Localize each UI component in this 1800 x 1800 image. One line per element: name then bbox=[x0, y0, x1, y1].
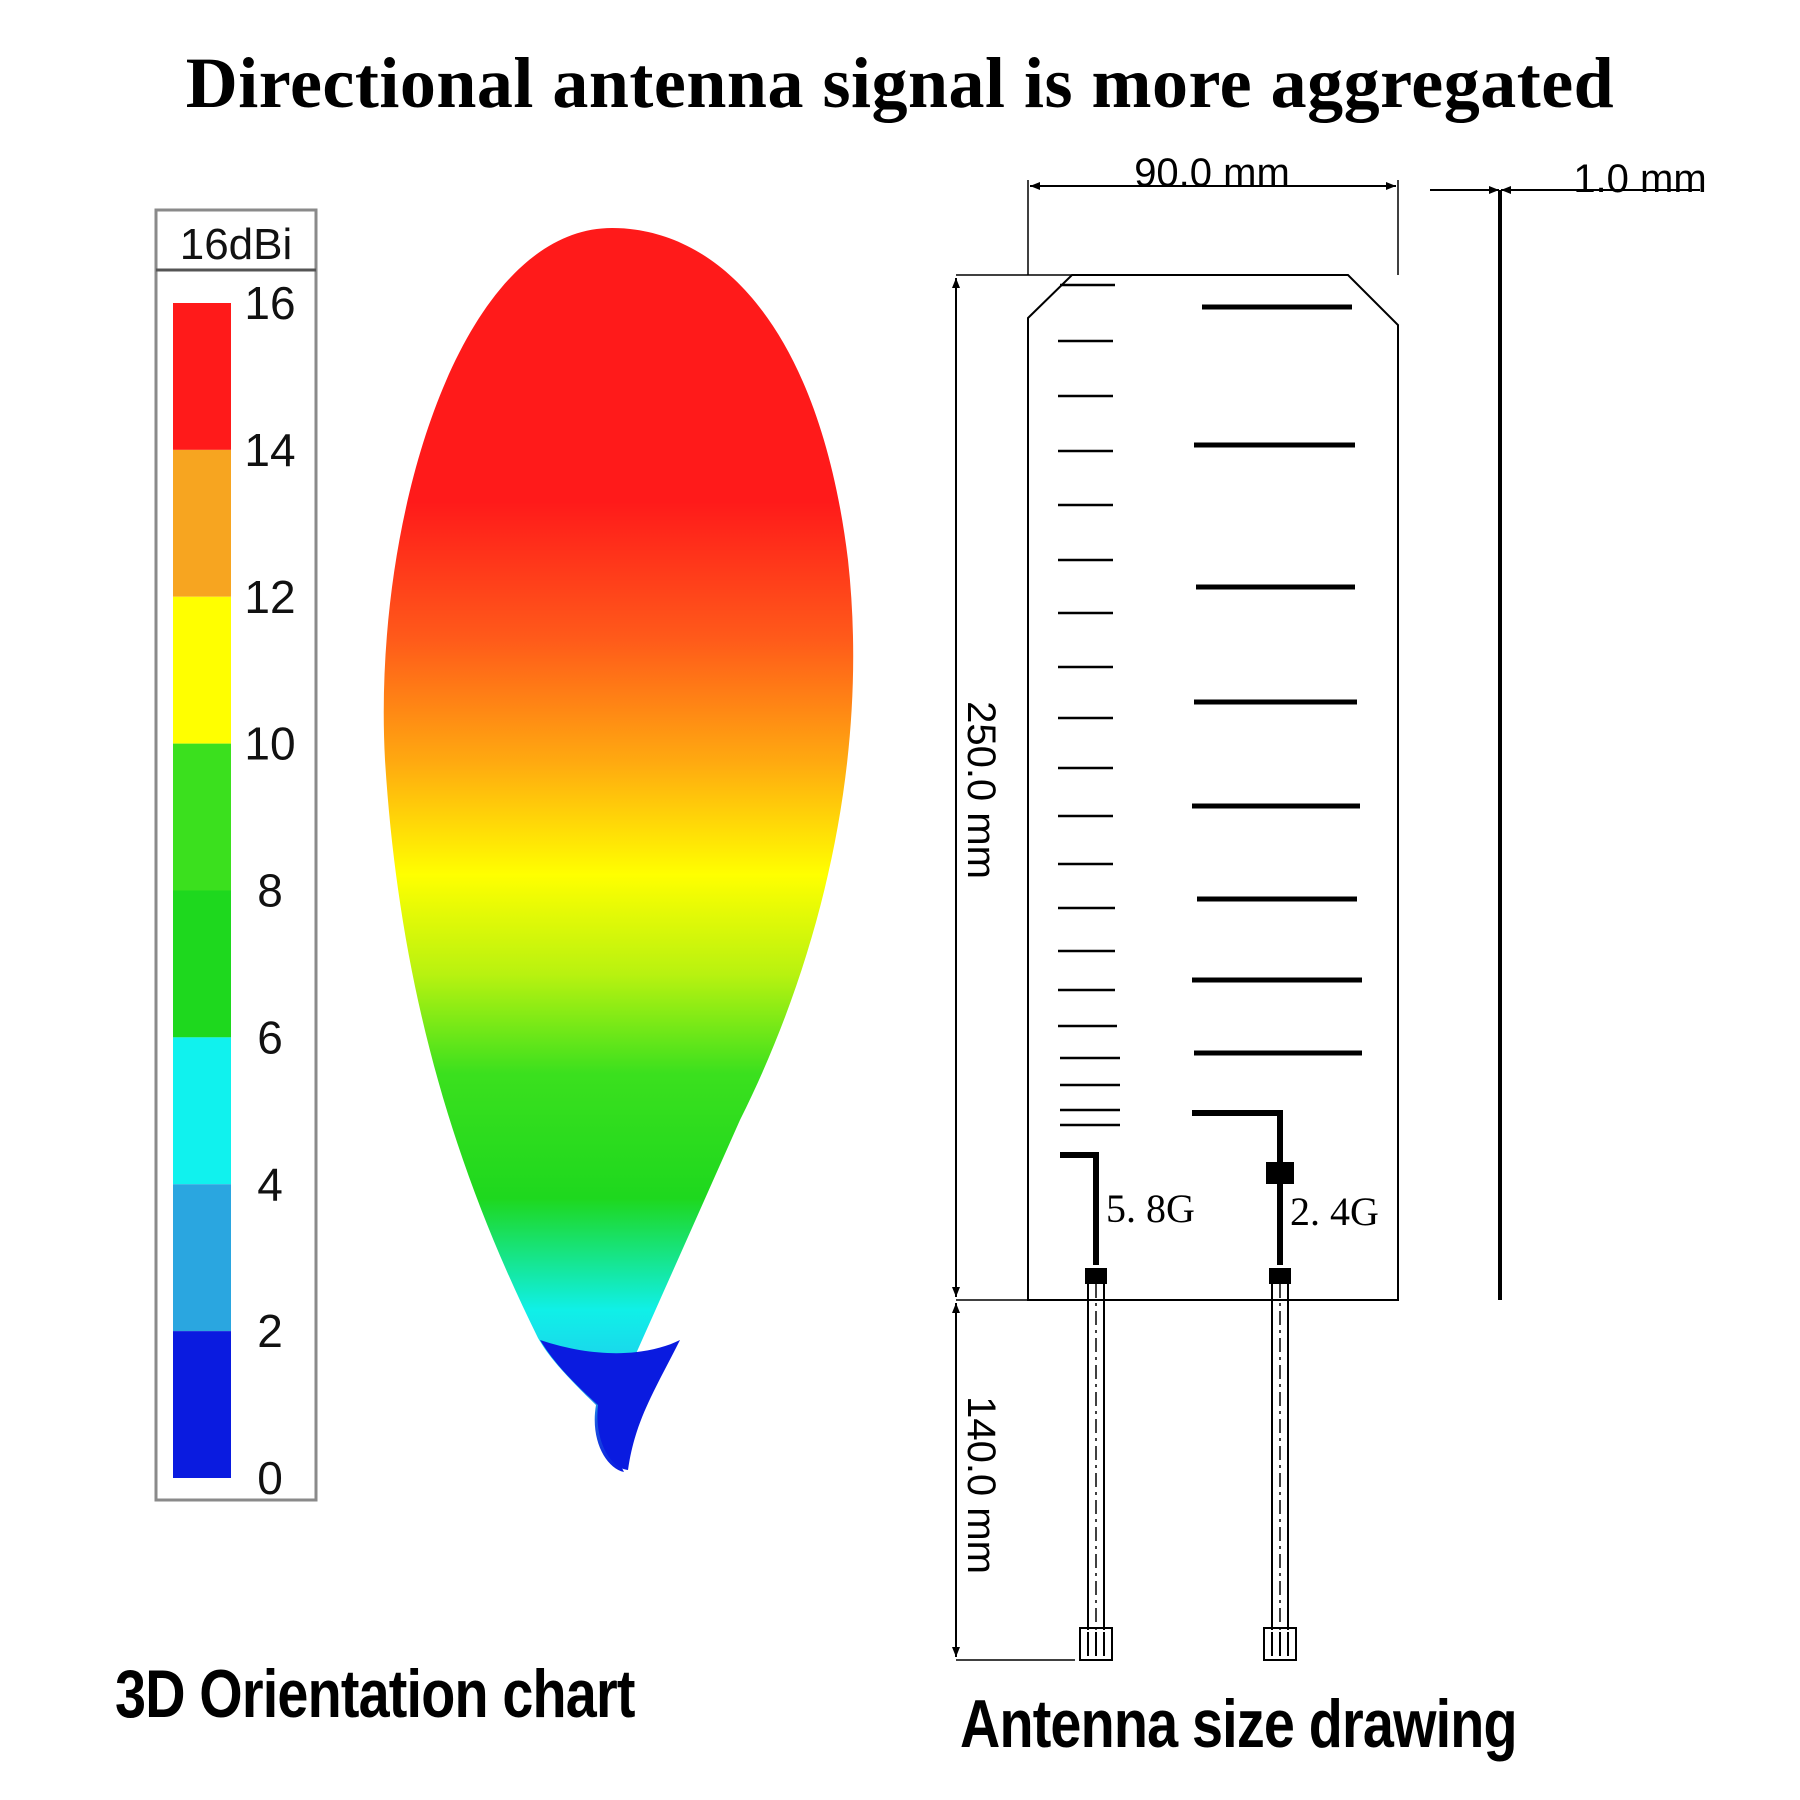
legend-band bbox=[173, 1037, 231, 1185]
antenna-drawing bbox=[952, 180, 1700, 1661]
feed-24g bbox=[1192, 1110, 1283, 1265]
joint-24g bbox=[1269, 1268, 1291, 1284]
legend-band bbox=[173, 1331, 231, 1478]
legend-tick-label: 2 bbox=[257, 1305, 283, 1357]
legend-band bbox=[173, 596, 231, 744]
radiation-lobe-tail bbox=[540, 1340, 680, 1470]
joint-58g bbox=[1085, 1268, 1107, 1284]
legend-band bbox=[173, 890, 231, 1038]
legend-tick-label: 14 bbox=[244, 424, 295, 476]
caption-size-drawing: Antenna size drawing bbox=[960, 1686, 1518, 1762]
cable-24g bbox=[1271, 1284, 1289, 1630]
legend-tick-label: 12 bbox=[244, 571, 295, 623]
feed-24g-block bbox=[1266, 1162, 1294, 1184]
legend-tick-label: 8 bbox=[257, 865, 283, 917]
legend: 16dBi 16 14 12 10 8 6 4 2 0 bbox=[154, 208, 318, 1504]
cable-58g bbox=[1087, 1284, 1105, 1630]
antenna-board bbox=[1027, 274, 1399, 1301]
height-label: 250.0 mm bbox=[959, 701, 1003, 879]
elements-24g bbox=[1192, 304, 1362, 1056]
legend-tick-label: 16 bbox=[244, 277, 295, 329]
legend-band bbox=[173, 303, 231, 450]
elements-58g bbox=[1058, 283, 1120, 1127]
width-label: 90.0 mm bbox=[1134, 151, 1290, 195]
legend-bands bbox=[173, 303, 231, 1478]
port-58g-label: 5. 8G bbox=[1106, 1186, 1195, 1231]
caption-orientation-chart: 3D Orientation chart bbox=[115, 1656, 635, 1732]
radiation-pattern bbox=[383, 228, 854, 1472]
legend-tick-label: 10 bbox=[244, 718, 295, 770]
legend-tick-label: 4 bbox=[257, 1158, 283, 1210]
feed-58g bbox=[1060, 1152, 1099, 1265]
legend-ticks: 16 14 12 10 8 6 4 2 0 bbox=[244, 277, 295, 1504]
sma-connector-58g bbox=[1079, 1627, 1113, 1661]
legend-tick-label: 0 bbox=[257, 1452, 283, 1504]
legend-band bbox=[173, 743, 231, 891]
cable-label: 140.0 mm bbox=[959, 1396, 1003, 1574]
legend-tick-label: 6 bbox=[257, 1011, 283, 1063]
port-24g-label: 2. 4G bbox=[1290, 1189, 1379, 1234]
legend-band bbox=[173, 449, 231, 597]
legend-band bbox=[173, 1184, 231, 1332]
headline: Directional antenna signal is more aggre… bbox=[185, 43, 1615, 123]
radiation-lobe bbox=[383, 228, 854, 1472]
legend-title: 16dBi bbox=[180, 220, 293, 269]
thickness-label: 1.0 mm bbox=[1573, 157, 1706, 201]
sma-connector-24g bbox=[1263, 1627, 1297, 1661]
